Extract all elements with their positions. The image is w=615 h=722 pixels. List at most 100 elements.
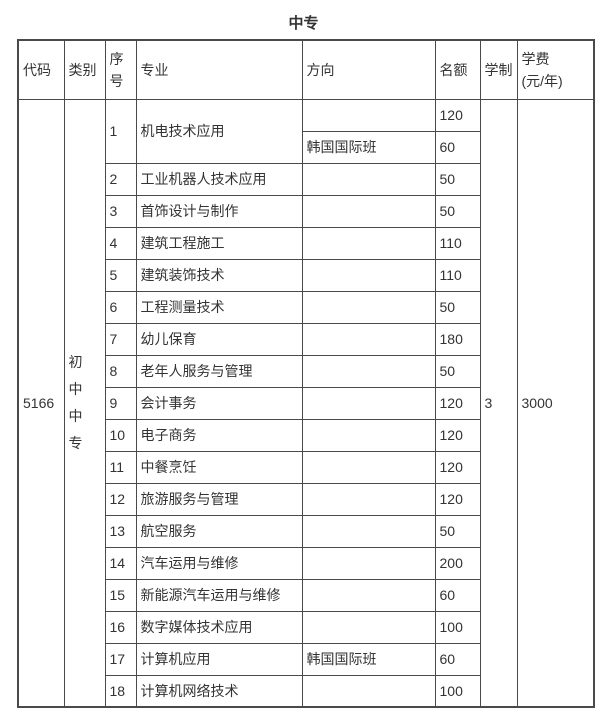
- enrollment-table: 代码 类别 序 号 专业 方向 名额 学制 学费 (元/年) 5166 初: [17, 39, 595, 708]
- quota-cell: 60: [434, 130, 481, 164]
- major-cell: 工业机器人技术应用: [135, 162, 303, 196]
- table-row: 14 汽车运用与维修 200: [18, 546, 594, 580]
- seq-cell: 11: [104, 450, 137, 484]
- category-cell: 初 中 中 专: [63, 98, 106, 708]
- quota-cell: 60: [434, 642, 481, 676]
- seq-cell: 13: [104, 514, 137, 548]
- seq-cell: 6: [104, 290, 137, 324]
- major-cell: 会计事务: [135, 386, 303, 420]
- duration-cell: 3: [479, 98, 518, 708]
- table-row: 16 数字媒体技术应用 100: [18, 610, 594, 644]
- header-major: 专业: [135, 39, 303, 100]
- direction-cell: [301, 354, 436, 388]
- direction-cell: [301, 98, 436, 132]
- header-duration: 学制: [479, 39, 518, 100]
- quota-cell: 120: [434, 418, 481, 452]
- seq-cell: 10: [104, 418, 137, 452]
- quota-cell: 50: [434, 354, 481, 388]
- seq-cell: 2: [104, 162, 137, 196]
- seq-cell: 12: [104, 482, 137, 516]
- direction-cell: 韩国国际班: [301, 130, 436, 164]
- quota-cell: 120: [434, 482, 481, 516]
- direction-cell: [301, 546, 436, 580]
- header-tuition: 学费 (元/年): [516, 39, 595, 100]
- direction-cell: [301, 290, 436, 324]
- seq-cell: 7: [104, 322, 137, 356]
- major-cell: 工程测量技术: [135, 290, 303, 324]
- header-tuition-line1: 学费: [521, 50, 550, 67]
- major-cell: 建筑装饰技术: [135, 258, 303, 292]
- seq-cell: 16: [104, 610, 137, 644]
- major-cell: 建筑工程施工: [135, 226, 303, 260]
- quota-cell: 50: [434, 290, 481, 324]
- seq-cell: 9: [104, 386, 137, 420]
- code-cell: 5166: [17, 98, 65, 708]
- header-category: 类别: [63, 39, 106, 100]
- direction-cell: [301, 418, 436, 452]
- seq-cell: 5: [104, 258, 137, 292]
- quota-cell: 180: [434, 322, 481, 356]
- major-cell: 汽车运用与维修: [135, 546, 303, 580]
- seq-cell: 18: [104, 674, 137, 708]
- category-char: 专: [68, 434, 83, 451]
- direction-cell: [301, 450, 436, 484]
- major-cell: 老年人服务与管理: [135, 354, 303, 388]
- quota-cell: 120: [434, 450, 481, 484]
- category-char: 中: [68, 380, 83, 397]
- direction-cell: [301, 162, 436, 196]
- page-title: 中专: [288, 15, 319, 32]
- direction-cell: [301, 610, 436, 644]
- category-char: 中: [68, 407, 83, 424]
- quota-cell: 100: [434, 674, 481, 708]
- header-seq-line1: 序: [109, 50, 124, 67]
- quota-cell: 120: [434, 386, 481, 420]
- header-code: 代码: [17, 39, 65, 100]
- table-row: 18 计算机网络技术 100: [18, 674, 594, 708]
- major-cell: 中餐烹饪: [135, 450, 303, 484]
- header-quota: 名额: [434, 39, 481, 100]
- table-row: 韩国国际班 60: [18, 130, 594, 164]
- major-cell: 数字媒体技术应用: [135, 610, 303, 644]
- quota-cell: 200: [434, 546, 481, 580]
- table-row: 3 首饰设计与制作 50: [18, 194, 594, 228]
- direction-cell: [301, 514, 436, 548]
- header-seq: 序 号: [104, 39, 137, 100]
- seq-cell: 1: [104, 98, 137, 164]
- seq-cell: 14: [104, 546, 137, 580]
- major-cell: 航空服务: [135, 514, 303, 548]
- seq-cell: 15: [104, 578, 137, 612]
- major-cell: 机电技术应用: [135, 98, 303, 164]
- quota-cell: 120: [434, 98, 481, 132]
- quota-cell: 100: [434, 610, 481, 644]
- tuition-cell: 3000: [516, 98, 595, 708]
- direction-cell: [301, 386, 436, 420]
- table-row: 5 建筑装饰技术 110: [18, 258, 594, 292]
- direction-cell: [301, 322, 436, 356]
- table-row: 12 旅游服务与管理 120: [18, 482, 594, 516]
- major-cell: 旅游服务与管理: [135, 482, 303, 516]
- major-cell: 幼儿保育: [135, 322, 303, 356]
- header-seq-line2: 号: [109, 72, 124, 89]
- quota-cell: 110: [434, 258, 481, 292]
- seq-cell: 3: [104, 194, 137, 228]
- direction-cell: [301, 194, 436, 228]
- category-char: 初: [68, 353, 83, 370]
- table-row: 6 工程测量技术 50: [18, 290, 594, 324]
- seq-cell: 8: [104, 354, 137, 388]
- direction-cell: 韩国国际班: [301, 642, 436, 676]
- seq-cell: 4: [104, 226, 137, 260]
- quota-cell: 110: [434, 226, 481, 260]
- table-row: 10 电子商务 120: [18, 418, 594, 452]
- direction-cell: [301, 258, 436, 292]
- major-cell: 新能源汽车运用与维修: [135, 578, 303, 612]
- direction-cell: [301, 226, 436, 260]
- header-row: 代码 类别 序 号 专业 方向 名额 学制 学费 (元/年): [17, 39, 595, 100]
- direction-cell: [301, 674, 436, 708]
- table-row: 9 会计事务 120: [18, 386, 594, 420]
- table-row: 5166 初 中 中 专 1 机电技术应用 120 3 3000: [17, 98, 595, 708]
- table-row: 11 中餐烹饪 120: [18, 450, 594, 484]
- major-cell: 首饰设计与制作: [135, 194, 303, 228]
- seq-cell: 17: [104, 642, 137, 676]
- direction-cell: [301, 482, 436, 516]
